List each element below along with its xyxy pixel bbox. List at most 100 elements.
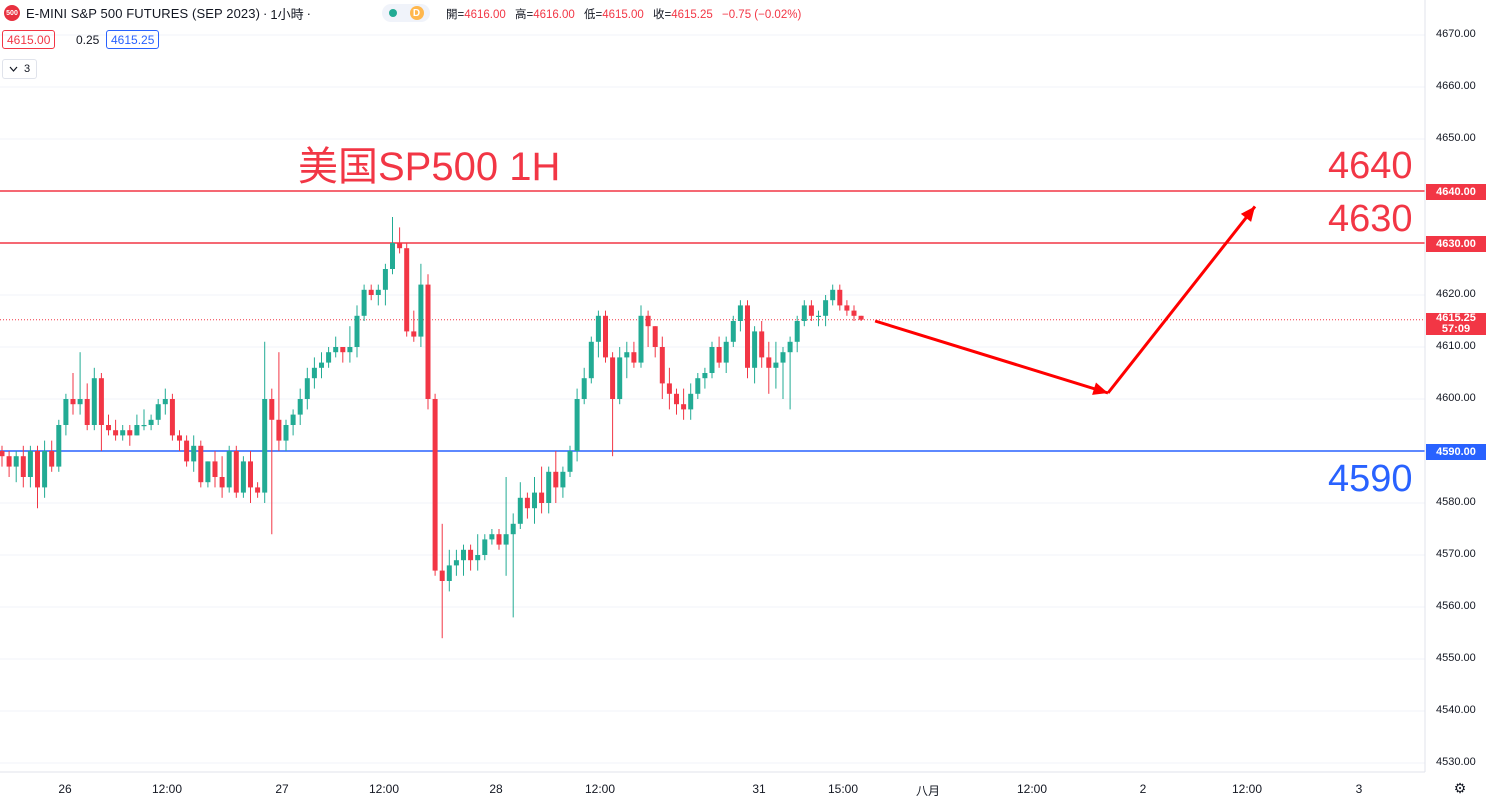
candle-body — [212, 461, 218, 477]
candle-body — [581, 378, 587, 399]
price-axis-label: 4570.00 — [1436, 548, 1476, 560]
symbol-header: 500 E-MINI S&P 500 FUTURES (SEP 2023) · … — [0, 0, 314, 26]
candle-body — [695, 378, 701, 394]
price-axis-label: 4600.00 — [1436, 392, 1476, 404]
candle — [844, 300, 850, 316]
close-value: 4615.25 — [671, 9, 713, 21]
price-axis-label: 4620.00 — [1436, 288, 1476, 300]
candle — [837, 284, 843, 311]
candle — [290, 409, 296, 436]
candle — [20, 445, 26, 488]
level-label-4640[interactable]: 4640 — [1328, 145, 1413, 187]
ohlc-readout: 開=4616.00 高=4616.00 低=4615.00 收=4615.25 … — [446, 6, 807, 22]
level-label-4630[interactable]: 4630 — [1328, 198, 1413, 240]
candle — [63, 393, 69, 436]
candle — [269, 388, 275, 535]
chart-annotation-title[interactable]: 美国SP500 1H — [298, 145, 561, 189]
candle — [446, 549, 452, 592]
candle — [702, 367, 708, 389]
interval-label[interactable]: 1小時 — [270, 6, 304, 22]
candle — [255, 482, 261, 498]
candle — [759, 321, 765, 368]
candle — [311, 357, 317, 389]
candle — [475, 534, 481, 571]
candle-body — [162, 399, 168, 405]
price-axis-label: 4550.00 — [1436, 652, 1476, 664]
candle-body — [745, 305, 750, 368]
candle-body — [723, 341, 729, 363]
candle-body — [844, 305, 850, 311]
candle — [638, 305, 644, 368]
candle — [752, 326, 758, 384]
last-price-value: 4615.25 — [1436, 312, 1476, 324]
candle-body — [205, 461, 211, 483]
open-value: 4616.00 — [464, 9, 506, 21]
candle — [745, 300, 750, 379]
candle-body — [638, 315, 644, 363]
candle — [737, 300, 743, 332]
candle — [603, 310, 608, 363]
symbol-name[interactable]: E-MINI S&P 500 FUTURES (SEP 2023) — [26, 5, 261, 21]
candle-body — [98, 378, 104, 425]
candle — [510, 513, 516, 618]
candle — [84, 383, 90, 431]
candle-body — [113, 430, 119, 436]
candle — [539, 466, 545, 514]
candle — [730, 315, 736, 347]
candle-body — [453, 560, 459, 566]
candle-body — [326, 352, 332, 363]
level-label-4590[interactable]: 4590 — [1328, 458, 1413, 500]
candle — [688, 383, 694, 420]
symbol-logo[interactable]: 500 — [4, 5, 20, 21]
candle-body — [169, 399, 175, 436]
candle — [248, 451, 253, 503]
change-value: −0.75 (−0.02%) — [722, 9, 802, 21]
candle-body — [496, 534, 502, 545]
forecast-arrow[interactable] — [874, 205, 1257, 395]
candle — [532, 477, 537, 524]
header-separator-2: · — [306, 5, 311, 21]
candle — [524, 492, 530, 519]
price-axis-label: 4540.00 — [1436, 704, 1476, 716]
candle-body — [510, 523, 516, 535]
chart-grid — [0, 34, 1425, 764]
candle — [468, 544, 474, 571]
candle — [482, 534, 488, 561]
candle-body — [368, 289, 374, 295]
candle — [496, 529, 502, 550]
candle — [304, 367, 310, 410]
candle — [56, 419, 62, 472]
candle — [816, 310, 821, 327]
candle-body — [645, 315, 651, 327]
time-axis-label: 3 — [1355, 782, 1363, 796]
indicators-toggle-button[interactable]: 3 — [2, 59, 38, 79]
candle — [77, 352, 83, 415]
candle — [489, 529, 495, 545]
time-axis-label: 27 — [275, 782, 289, 796]
candle-body — [0, 451, 5, 457]
candle — [233, 445, 239, 498]
candle-body — [290, 414, 296, 425]
candlestick-series — [0, 217, 864, 639]
market-status-pill[interactable]: D — [382, 4, 430, 22]
candle — [695, 373, 701, 399]
price-axis-label: 4650.00 — [1436, 132, 1476, 144]
horizontal-level-lines[interactable] — [0, 190, 1425, 452]
candle — [560, 466, 566, 498]
time-axis-label: 28 — [489, 782, 503, 796]
sell-price-button[interactable]: 4615.00 — [2, 30, 56, 49]
candle-body — [780, 352, 786, 363]
candle-body — [475, 555, 481, 561]
candle-body — [70, 399, 76, 405]
settings-gear-icon[interactable]: ⚙ — [1453, 779, 1467, 796]
candle — [240, 456, 246, 498]
candle-body — [468, 549, 474, 561]
candle — [716, 336, 722, 368]
arrowhead-up-icon — [1240, 206, 1255, 222]
candle-body — [155, 404, 161, 420]
candle-body — [574, 399, 580, 451]
candle-body — [283, 425, 289, 441]
candle — [212, 451, 218, 488]
buy-price-button[interactable]: 4615.25 — [106, 30, 160, 49]
